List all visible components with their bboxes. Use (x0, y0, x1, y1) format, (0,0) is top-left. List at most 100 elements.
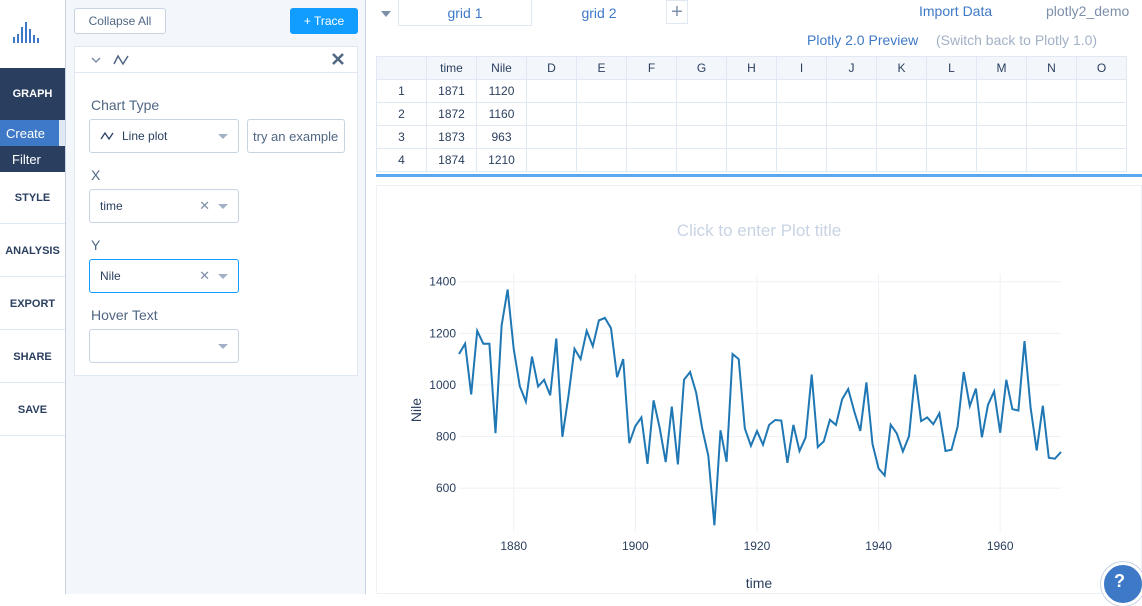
table-cell[interactable] (1026, 125, 1077, 149)
y-dropdown[interactable]: Nile ✕ (89, 259, 239, 293)
table-cell[interactable] (676, 125, 727, 149)
column-header[interactable]: G (676, 56, 727, 80)
table-cell[interactable] (876, 79, 927, 103)
help-button[interactable]: ? (1101, 562, 1142, 606)
tab-grid-2[interactable]: grid 2 (581, 5, 617, 21)
table-cell[interactable] (726, 125, 777, 149)
table-cell[interactable] (676, 148, 727, 172)
add-tab-button[interactable]: + (666, 0, 688, 24)
table-cell[interactable] (876, 102, 927, 126)
table-cell[interactable] (1026, 79, 1077, 103)
hover-text-dropdown[interactable] (89, 329, 239, 363)
switch-back-link[interactable]: (Switch back to Plotly 1.0) (936, 32, 1098, 48)
table-cell[interactable] (776, 102, 827, 126)
plotly-2-preview-link[interactable]: Plotly 2.0 Preview (807, 32, 919, 48)
table-cell[interactable] (576, 148, 627, 172)
table-cell[interactable] (976, 79, 1027, 103)
column-header[interactable]: D (526, 56, 577, 80)
column-header[interactable]: E (576, 56, 627, 80)
column-header[interactable]: I (776, 56, 827, 80)
row-index[interactable]: 3 (376, 125, 427, 149)
column-header[interactable]: F (626, 56, 677, 80)
table-cell[interactable] (726, 79, 777, 103)
table-cell[interactable] (576, 79, 627, 103)
row-index[interactable]: 4 (376, 148, 427, 172)
nav-graph[interactable]: GRAPH (0, 68, 65, 120)
nav-create[interactable]: Create (0, 120, 65, 146)
table-cell[interactable] (876, 148, 927, 172)
table-cell[interactable] (1026, 102, 1077, 126)
nav-export[interactable]: EXPORT (0, 278, 65, 330)
collapse-all-button[interactable]: Collapse All (74, 8, 166, 34)
nav-save[interactable]: SAVE (0, 384, 65, 436)
table-cell[interactable] (826, 79, 877, 103)
column-header[interactable]: K (876, 56, 927, 80)
table-cell[interactable] (876, 125, 927, 149)
nav-analysis[interactable]: ANALYSIS (0, 225, 65, 277)
column-header[interactable]: M (976, 56, 1027, 80)
column-header[interactable]: time (426, 56, 477, 80)
table-cell[interactable] (926, 148, 977, 172)
close-icon[interactable] (331, 52, 345, 66)
table-cell[interactable] (526, 79, 577, 103)
table-cell[interactable] (676, 79, 727, 103)
clear-icon[interactable]: ✕ (199, 268, 210, 283)
table-cell[interactable] (626, 148, 677, 172)
table-cell[interactable] (626, 102, 677, 126)
column-header[interactable]: Nile (476, 56, 527, 80)
series-line-nile[interactable] (458, 289, 1062, 526)
import-data-link[interactable]: Import Data (919, 3, 993, 19)
plotly-logo-icon[interactable] (12, 18, 42, 46)
table-cell[interactable] (626, 79, 677, 103)
grid-resize-handle[interactable] (376, 174, 1142, 177)
chevron-down-icon[interactable] (91, 56, 101, 64)
table-cell[interactable] (776, 148, 827, 172)
table-cell[interactable] (1076, 148, 1127, 172)
nav-style[interactable]: STYLE (0, 172, 65, 224)
table-cell[interactable] (776, 79, 827, 103)
tab-grid-1[interactable]: grid 1 (398, 0, 532, 26)
column-header[interactable]: H (726, 56, 777, 80)
table-cell[interactable] (726, 148, 777, 172)
table-cell[interactable] (726, 102, 777, 126)
x-axis-title[interactable]: time (746, 575, 773, 591)
table-cell[interactable] (776, 125, 827, 149)
table-cell[interactable] (1026, 148, 1077, 172)
table-cell[interactable] (976, 125, 1027, 149)
x-dropdown[interactable]: time ✕ (89, 189, 239, 223)
plot-title[interactable]: Click to enter Plot title (677, 221, 841, 240)
chart-type-dropdown[interactable]: Line plot (89, 119, 239, 153)
table-cell[interactable] (526, 148, 577, 172)
column-header[interactable]: J (826, 56, 877, 80)
table-cell[interactable] (526, 125, 577, 149)
table-cell[interactable]: 1873 (426, 125, 477, 149)
table-cell[interactable] (826, 148, 877, 172)
trace-header[interactable] (75, 47, 357, 73)
table-cell[interactable] (926, 102, 977, 126)
table-cell[interactable] (526, 102, 577, 126)
table-cell[interactable]: 1871 (426, 79, 477, 103)
table-cell[interactable] (576, 125, 627, 149)
table-cell[interactable] (976, 102, 1027, 126)
chevron-down-icon[interactable] (381, 11, 391, 17)
table-cell[interactable]: 1874 (426, 148, 477, 172)
table-cell[interactable] (1076, 125, 1127, 149)
table-cell[interactable] (926, 79, 977, 103)
nav-share[interactable]: SHARE (0, 331, 65, 383)
table-cell[interactable] (1076, 102, 1127, 126)
add-trace-button[interactable]: + Trace (290, 8, 358, 34)
try-example-button[interactable]: try an example (247, 119, 345, 153)
table-cell[interactable] (826, 125, 877, 149)
table-cell[interactable]: 963 (476, 125, 527, 149)
column-header[interactable]: L (926, 56, 977, 80)
row-index[interactable]: 1 (376, 79, 427, 103)
clear-icon[interactable]: ✕ (199, 198, 210, 213)
table-cell[interactable] (576, 102, 627, 126)
row-index[interactable]: 2 (376, 102, 427, 126)
table-cell[interactable] (976, 148, 1027, 172)
table-cell[interactable]: 1160 (476, 102, 527, 126)
column-header[interactable]: N (1026, 56, 1077, 80)
table-cell[interactable] (676, 102, 727, 126)
nav-filter[interactable]: Filter (0, 146, 65, 172)
